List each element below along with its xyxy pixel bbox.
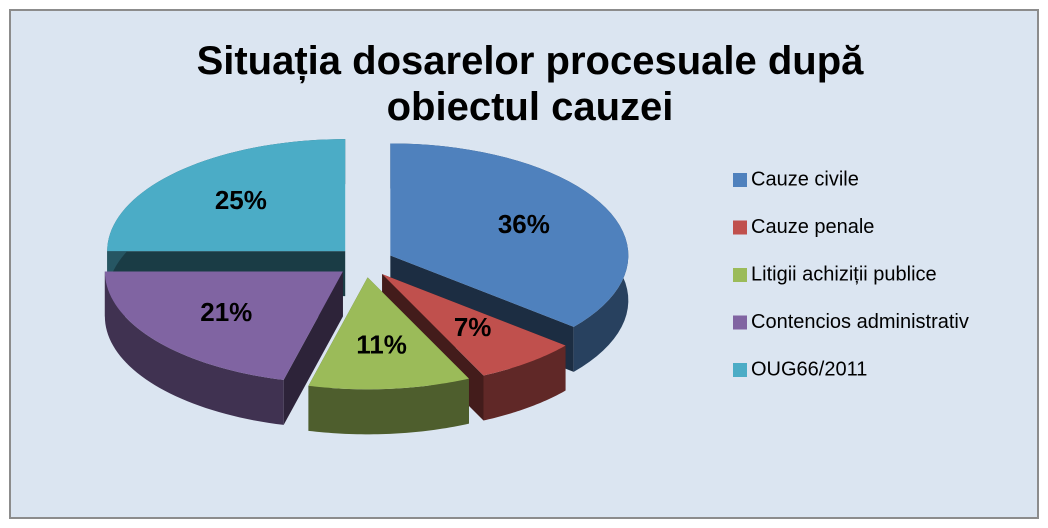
slice-side (104, 271, 284, 425)
legend-swatch (733, 363, 747, 377)
legend-label: Litigii achiziții publice (751, 263, 937, 285)
slice (390, 143, 629, 327)
legend-swatch (733, 315, 747, 330)
slice (107, 139, 346, 252)
slice-side (308, 378, 469, 435)
data-label: 21% (200, 297, 252, 327)
chart-title: Situația dosarelor procesuale după obiec… (196, 39, 864, 129)
data-label: 36% (498, 209, 550, 239)
legend-label: Cauze civile (751, 168, 859, 190)
legend-swatch (733, 268, 747, 282)
legend-swatch (733, 173, 747, 187)
data-label: 7% (454, 312, 492, 342)
legend-label: OUG66/2011 (751, 358, 867, 380)
legend-label: Cauze penale (751, 216, 874, 238)
legend-label: Contencios administrativ (751, 311, 969, 333)
legend-swatch (733, 220, 747, 235)
slice-side (483, 345, 566, 421)
data-label: 25% (215, 185, 267, 215)
data-label: 11% (356, 329, 407, 359)
slice (382, 274, 566, 376)
slice (308, 277, 469, 390)
slice (104, 271, 343, 380)
